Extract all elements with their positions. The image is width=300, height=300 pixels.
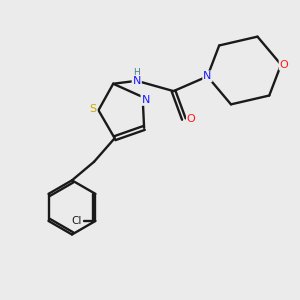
Text: S: S <box>90 104 97 114</box>
Text: H: H <box>134 68 140 77</box>
Text: O: O <box>187 114 196 124</box>
Text: N: N <box>141 95 150 105</box>
Text: O: O <box>280 60 288 70</box>
Text: Cl: Cl <box>72 216 82 226</box>
Text: N: N <box>133 76 141 86</box>
Text: N: N <box>203 71 212 81</box>
